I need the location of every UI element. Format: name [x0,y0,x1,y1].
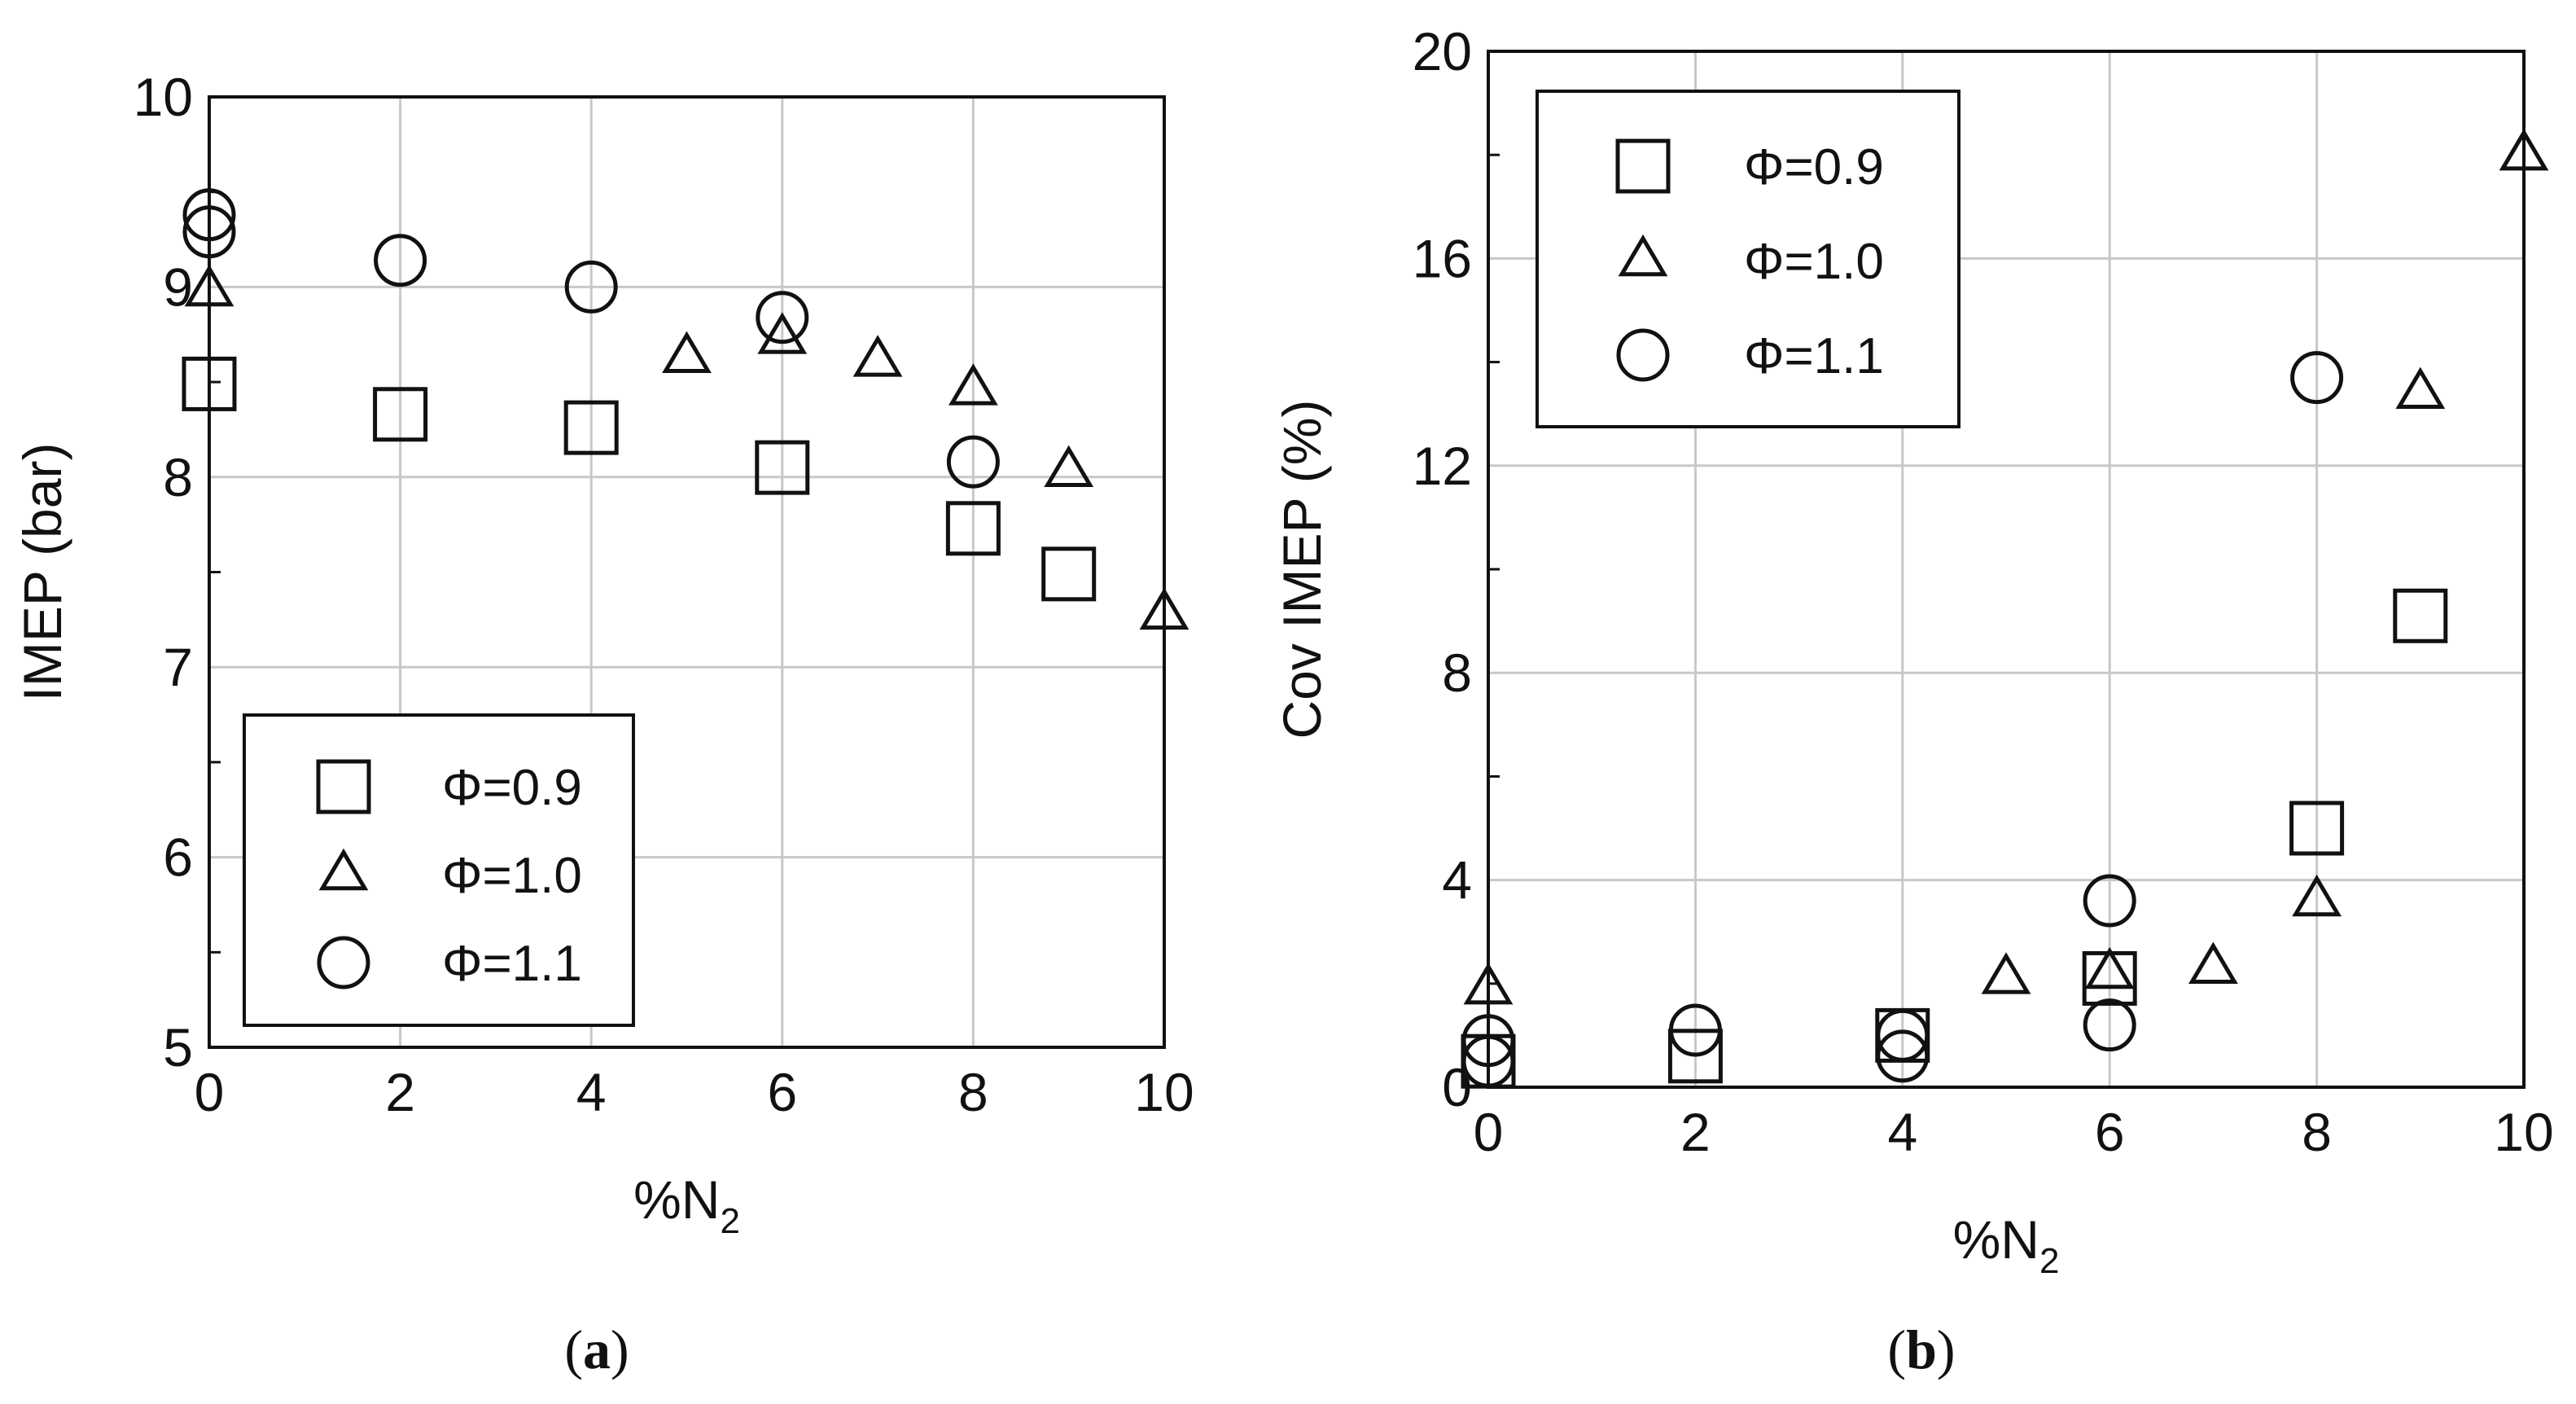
x-tick-label: 4 [576,1062,607,1122]
x-tick-label: 10 [2494,1102,2553,1162]
data-point-circle [1461,1014,1515,1068]
x-axis-title: %N2 [1953,1209,2060,1281]
data-point-square [1667,1029,1723,1084]
y-tick-label: 4 [1442,850,1472,910]
legend-label: Φ=0.9 [1744,139,1884,195]
data-point-triangle [2188,941,2238,984]
legend-label: Φ=1.0 [1744,234,1884,290]
x-tick-label: 0 [1474,1102,1504,1162]
y-tick-label: 9 [163,257,193,317]
data-point-circle [374,234,427,287]
x-axis-title-subscript: 2 [2039,1241,2059,1281]
data-point-triangle [184,264,234,307]
legend-marker-triangle [318,848,369,891]
y-tick-label: 20 [1413,21,1472,81]
x-tick-label: 0 [195,1062,225,1122]
y-tick-label: 5 [163,1017,193,1077]
data-point-triangle [1139,587,1189,630]
legend-box [243,713,635,1027]
data-point-circle [182,205,236,259]
data-point-triangle [1981,952,2031,994]
x-axis-title: %N2 [633,1169,740,1241]
data-point-square [945,501,1001,556]
panel-caption-close: ) [611,1318,629,1380]
legend-box [1536,90,1960,428]
legend-marker-square [316,759,371,814]
x-tick-label: 6 [767,1062,797,1122]
y-tick-label: 12 [1413,436,1472,496]
data-point-circle [756,291,809,344]
legend-label: Φ=1.0 [442,848,582,904]
data-point-circle [1876,1008,1930,1062]
y-tick-label: 6 [163,827,193,888]
data-point-square [373,387,428,442]
data-point-square [1041,546,1097,602]
panel-caption-letter: a [583,1318,611,1380]
x-tick-label: 6 [2095,1102,2125,1162]
data-point-square [2393,588,2448,643]
panel-caption-close: ) [1937,1318,1956,1380]
data-point-square [182,356,237,411]
data-point-circle [2290,351,2344,405]
y-axis-title: IMEP (bar) [12,443,72,702]
data-point-triangle [852,335,903,377]
panel-caption: (b) [1887,1318,1955,1380]
x-tick-label: 8 [2302,1102,2332,1162]
plot-frame [208,95,1166,1049]
data-point-triangle [1044,445,1094,488]
data-point-circle [564,260,618,314]
panel-caption-letter: b [1906,1318,1937,1380]
panel-caption-open: ( [564,1318,583,1380]
legend-label: Φ=1.1 [442,936,582,992]
panel-caption-open: ( [1887,1318,1906,1380]
data-point-triangle [1463,962,1514,1005]
data-point-square [755,440,810,495]
x-tick-label: 8 [958,1062,988,1122]
x-axis-title-main: %N [633,1169,720,1230]
legend-label: Φ=1.1 [1744,328,1884,384]
x-axis-title-subscript: 2 [720,1201,739,1241]
x-tick-label: 10 [1134,1062,1194,1122]
data-point-triangle [948,363,998,406]
x-tick-label: 4 [1887,1102,1917,1162]
y-tick-label: 10 [134,67,193,127]
y-tick-label: 16 [1413,228,1472,288]
data-point-circle [946,435,1000,489]
legend-marker-square [1615,138,1671,194]
data-point-triangle [2084,946,2135,989]
data-point-triangle [2292,874,2342,917]
legend-label: Φ=0.9 [442,760,582,816]
plot-frame [1487,50,2526,1089]
data-point-circle [2083,998,2136,1052]
data-point-square [2289,801,2345,856]
x-tick-label: 2 [385,1062,415,1122]
data-point-circle [1461,1034,1515,1088]
data-point-circle [182,188,236,242]
data-point-triangle [2499,129,2549,171]
x-axis-title-main: %N [1953,1209,2039,1270]
y-tick-label: 8 [163,447,193,507]
data-point-triangle [757,312,808,354]
data-point-square [563,400,619,455]
data-point-triangle [2395,366,2446,409]
legend-marker-circle [317,936,370,989]
data-point-circle [2083,874,2136,928]
data-point-triangle [662,331,712,373]
panel-caption: (a) [564,1318,629,1380]
y-tick-label: 8 [1442,643,1472,703]
data-point-circle [1668,1003,1722,1057]
legend-marker-circle [1616,328,1670,382]
y-tick-label: 7 [163,637,193,697]
x-tick-label: 2 [1680,1102,1711,1162]
y-axis-title: Cov IMEP (%) [1272,400,1332,739]
legend-marker-triangle [1618,234,1668,277]
data-point-circle [1876,1029,1930,1083]
